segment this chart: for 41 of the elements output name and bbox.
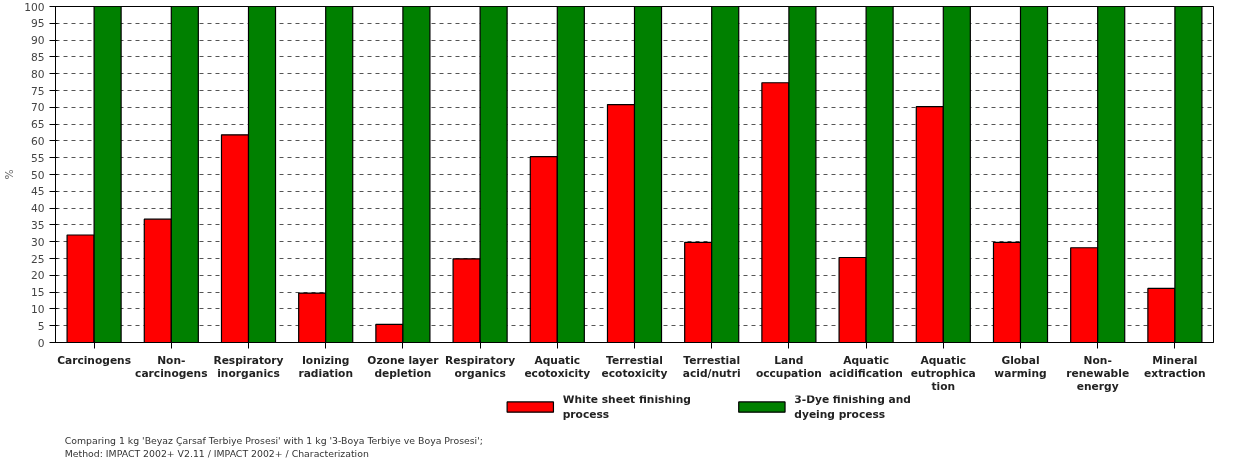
y-tick-label: 55 xyxy=(30,151,45,165)
x-tick-label: Land occupation xyxy=(755,353,822,380)
y-tick-label: 65 xyxy=(30,118,45,132)
y-tick-label: 40 xyxy=(30,202,45,216)
y-tick-label: 30 xyxy=(30,235,45,249)
x-tick-label: Terrestial ecotoxicity xyxy=(601,353,668,380)
legend-label: 3-Dye finishing and dyeing process xyxy=(794,393,911,421)
x-tick-label: Respiratory inorganics xyxy=(213,353,284,380)
y-tick-label: 25 xyxy=(30,252,45,266)
y-tick-label: 20 xyxy=(30,269,45,283)
y-tick-label: 75 xyxy=(30,84,45,98)
x-tick-label: Global warming xyxy=(994,353,1047,380)
y-tick-label: 10 xyxy=(30,302,45,316)
y-tick-label: 35 xyxy=(30,218,45,232)
x-tick-label: Carcinogens xyxy=(57,353,132,367)
y-axis-title: % xyxy=(3,169,17,180)
x-tick-label: Ionizing radiation xyxy=(298,353,353,380)
y-tick-label: 45 xyxy=(30,185,45,199)
y-tick-label: 50 xyxy=(30,168,45,182)
x-tick-label: Mineral extraction xyxy=(1144,353,1206,380)
y-tick-label: 15 xyxy=(30,286,45,300)
y-tick-label: 90 xyxy=(30,34,45,48)
y-tick-label: 5 xyxy=(37,319,45,333)
text: Method: IMPACT 2002+ V2.11 / IMPACT 2002+ / Characterization xyxy=(64,447,369,459)
x-tick-label: Terrestial acid/nutri xyxy=(682,353,741,380)
text: Comparing 1 kg 'Beyaz Çarsaf Terbiye Prosesi' with 1 kg '3-Boya Terbiye ve Boya Prosesi'; xyxy=(64,434,483,446)
x-tick-label: Aquatic acidification xyxy=(829,353,903,380)
x-tick-label: Ozone layer depletion xyxy=(367,353,440,380)
y-tick-label: 95 xyxy=(30,17,45,31)
x-tick-label: Respiratory organics xyxy=(445,353,516,380)
y-tick-label: 70 xyxy=(30,101,45,115)
y-tick-label: 100 xyxy=(24,0,45,14)
y-tick-label: 0 xyxy=(37,336,45,350)
x-tick-label: Non- renewable energy xyxy=(1066,353,1130,393)
x-tick-label: Non- carcinogens xyxy=(135,353,208,380)
x-tick-label: Aquatic eutrophica tion xyxy=(910,353,976,393)
x-tick-label: Aquatic ecotoxicity xyxy=(524,353,591,380)
y-tick-label: 60 xyxy=(30,134,45,148)
y-tick-label: 85 xyxy=(30,50,45,64)
y-tick-label: 80 xyxy=(30,67,45,81)
legend-label: White sheet finishing process xyxy=(562,393,691,421)
